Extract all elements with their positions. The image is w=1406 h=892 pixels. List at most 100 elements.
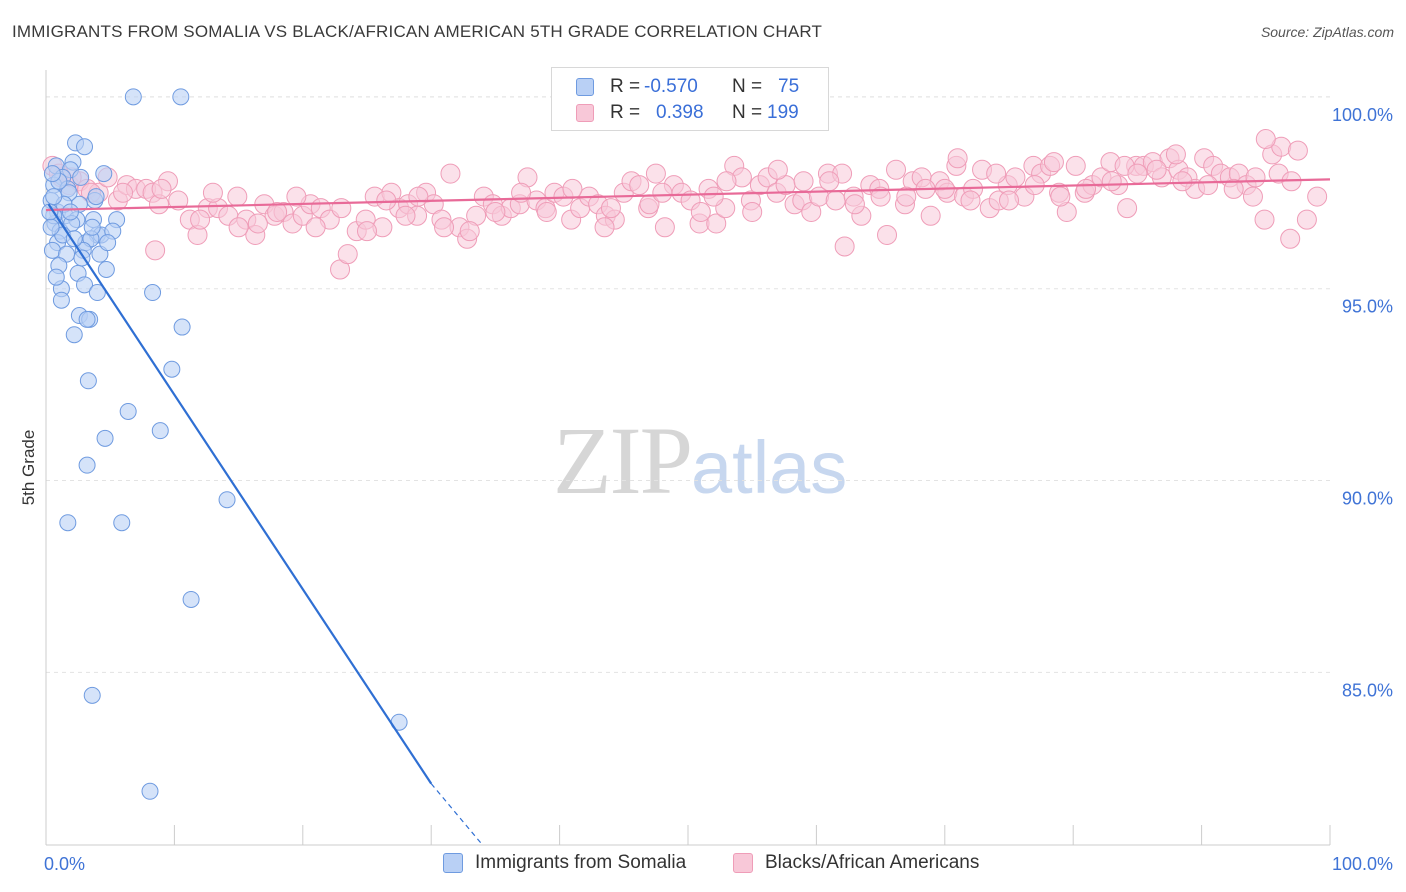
data-point-black (834, 236, 855, 257)
data-point-somalia (83, 686, 101, 704)
data-point-black (1101, 171, 1122, 192)
trend-line-black (45, 178, 1331, 212)
data-point-black (1024, 175, 1045, 196)
data-point-black (716, 171, 737, 192)
data-point-black (896, 186, 917, 207)
data-point-somalia (65, 230, 83, 248)
data-point-somalia (96, 429, 114, 447)
legend-r-label: R = (610, 102, 641, 123)
data-point-somalia (88, 284, 106, 302)
data-point-black (286, 186, 307, 207)
legend-n-label: N = (732, 76, 763, 97)
data-point-black (434, 217, 455, 238)
watermark-atlas: atlas (691, 426, 848, 509)
data-point-somalia (163, 360, 181, 378)
data-point-black (960, 190, 981, 211)
data-point-black (1076, 178, 1097, 199)
data-point-black (1280, 228, 1301, 249)
data-point-somalia (141, 782, 159, 800)
data-point-black (999, 190, 1019, 211)
data-point-somalia (47, 268, 65, 286)
data-point-somalia (65, 326, 83, 344)
data-point-somalia (61, 203, 79, 221)
x-tick-label: 0.0% (44, 854, 85, 874)
data-point-black (395, 205, 416, 226)
data-point-black (1005, 167, 1026, 188)
data-point-black (145, 240, 166, 261)
data-point-black (1242, 186, 1263, 207)
data-point-black (1223, 178, 1244, 199)
correlation-legend: R = -0.570 N = 75 R = 0.398 N = 199 (551, 67, 829, 131)
data-point-somalia (124, 88, 142, 106)
axis-labels: 85.0% 90.0% 95.0% 100.0% 0.0% 100.0% 5th Grade (19, 105, 1393, 874)
data-point-somalia (182, 590, 200, 608)
data-point-somalia (42, 218, 60, 236)
data-point-somalia (87, 188, 105, 206)
watermark-zip: ZIP (553, 407, 693, 514)
data-point-somalia (218, 491, 236, 509)
data-point-somalia (95, 165, 113, 183)
data-point-black (202, 182, 223, 203)
y-tick-label: 90.0% (1342, 489, 1393, 509)
legend-r-value: 0.398 (656, 102, 704, 123)
data-point-black (600, 198, 621, 219)
data-point-somalia (45, 188, 63, 206)
data-point-black (267, 201, 288, 222)
data-point-somalia (144, 284, 162, 302)
data-point-black (1146, 159, 1167, 180)
data-point-black (819, 171, 840, 192)
data-point-somalia (151, 422, 169, 440)
data-point-black (1198, 175, 1219, 196)
trend-line-somalia-extension (430, 783, 484, 846)
data-point-black (376, 190, 397, 211)
data-point-black (645, 163, 666, 184)
somalia-swatch (576, 78, 594, 96)
y-tick-label: 100.0% (1332, 105, 1393, 125)
data-point-somalia (76, 138, 94, 156)
data-point-somalia (78, 456, 96, 474)
data-point-black (1165, 144, 1186, 165)
y-tick-label: 85.0% (1342, 680, 1393, 700)
chart-title: IMMIGRANTS FROM SOMALIA VS BLACK/AFRICAN… (12, 22, 823, 41)
data-point-black (1043, 152, 1064, 173)
x-tick-label: 100.0% (1332, 854, 1393, 874)
data-point-somalia (173, 318, 191, 336)
data-point-black (1296, 209, 1317, 230)
data-point-black (337, 244, 358, 265)
data-point-black (1255, 129, 1276, 150)
data-point-somalia (52, 291, 70, 309)
data-point-somalia (43, 165, 61, 183)
series-legend: Immigrants from Somalia Blacks/African A… (0, 852, 1406, 876)
data-point-somalia (79, 372, 97, 390)
data-point-black (1245, 167, 1266, 188)
data-point-black (1065, 155, 1086, 176)
source-text: Source: ZipAtlas.com (1260, 24, 1394, 40)
data-point-black (168, 190, 189, 211)
legend-r-value: -0.570 (644, 76, 698, 97)
y-tick-label: 95.0% (1342, 297, 1393, 317)
data-point-somalia (76, 276, 94, 294)
somalia-points (41, 88, 408, 800)
y-axis-label: 5th Grade (19, 430, 38, 506)
legend-label-black: Blacks/African Americans (765, 852, 980, 873)
data-point-somalia (83, 218, 101, 236)
data-point-black (331, 198, 352, 219)
data-point-black (706, 213, 727, 234)
data-point-black (357, 221, 377, 242)
data-point-black (227, 186, 248, 207)
legend-r-label: R = (610, 76, 641, 97)
data-point-somalia (99, 234, 117, 252)
data-point-black (652, 182, 673, 203)
data-point-somalia (113, 514, 131, 532)
data-point-black (305, 217, 326, 238)
trend-lines (45, 178, 1331, 846)
trend-line-somalia (47, 203, 433, 785)
data-point-black (870, 186, 891, 207)
data-point-black (703, 186, 724, 207)
data-point-black (654, 217, 675, 238)
data-point-black (886, 159, 907, 180)
data-point-black (629, 175, 650, 196)
data-point-black (1254, 209, 1275, 230)
data-point-black (594, 217, 615, 238)
